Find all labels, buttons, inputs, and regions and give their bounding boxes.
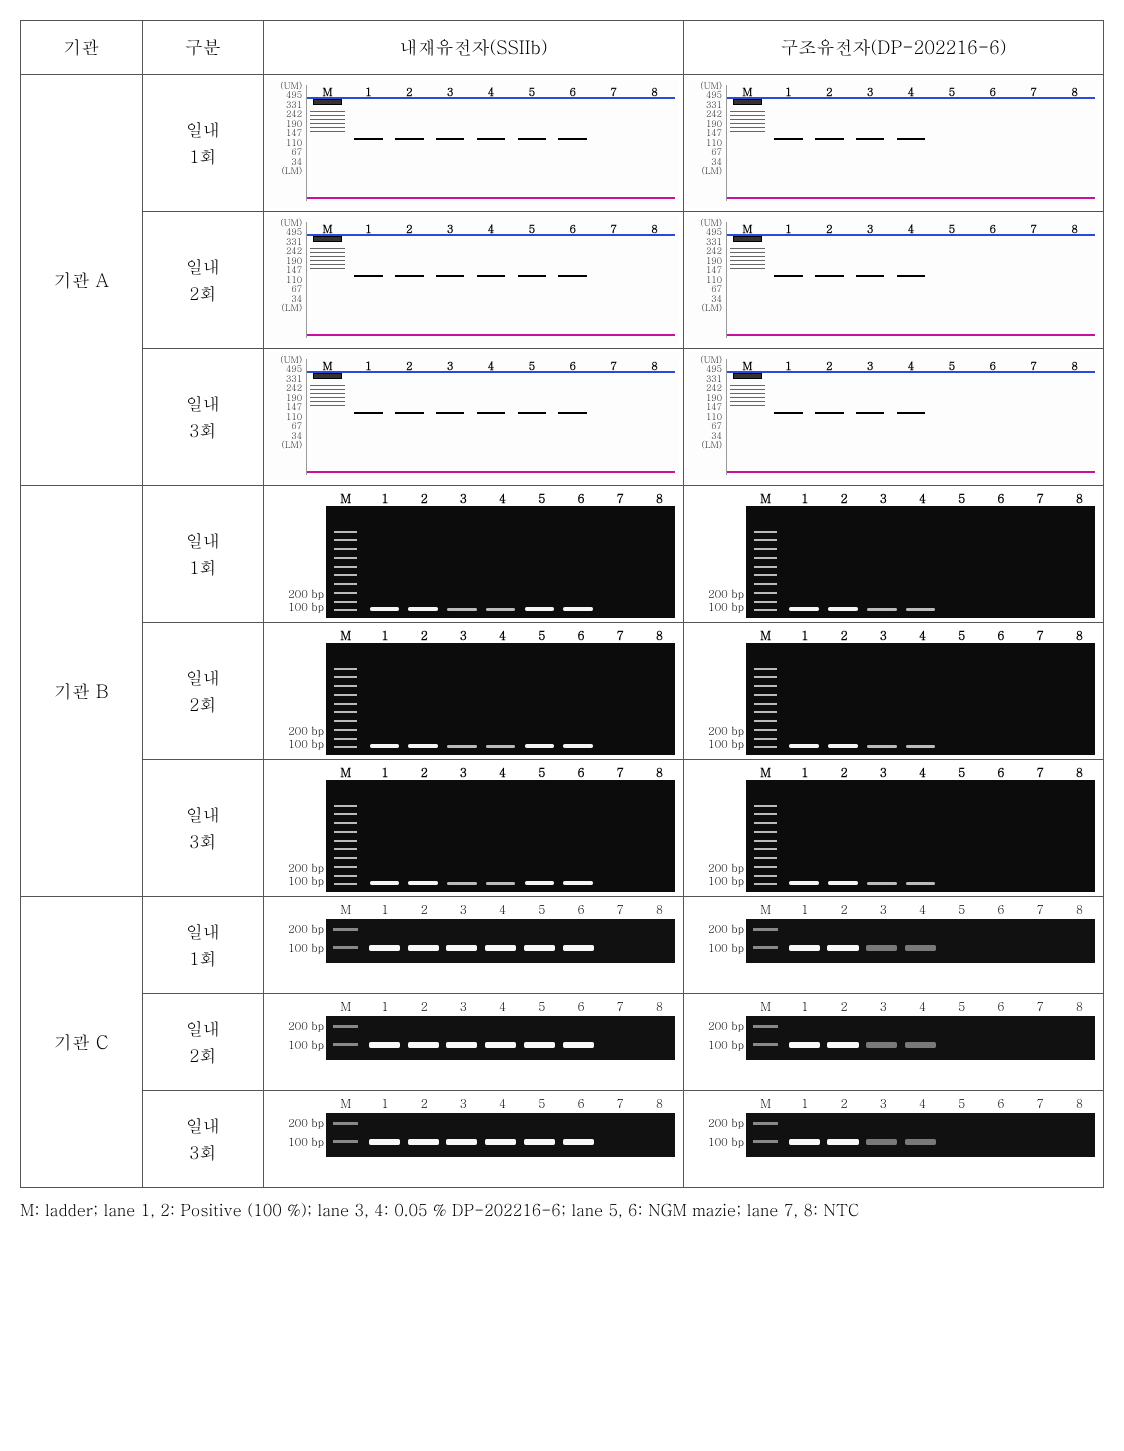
agarose-gel-panel-compact: M12345678200 bp100 bp [688,998,1099,1086]
replicate-label-line2: 1회 [147,945,260,972]
agarose-gel-panel: M12345678200 bp100 bp [688,627,1099,755]
replicate-label-line2: 2회 [147,691,260,718]
hdr-sub: 구분 [142,21,264,75]
agarose-gel-panel: M12345678200 bp100 bp [268,627,679,755]
replicate-label-line1: 일내 [147,1015,260,1042]
replicate-label-line1: 일내 [147,918,260,945]
replicate-label-line1: 일내 [147,116,260,143]
replicate-label-line1: 일내 [147,664,260,691]
replicate-label-line2: 2회 [147,1042,260,1069]
hdr-endogenous: 내재유전자(SSIIb) [264,21,684,75]
electropherogram-panel: (UM)4953312421901471106734(LM)M12345678 [268,353,679,481]
agarose-gel-panel-compact: M12345678200 bp100 bp [688,1095,1099,1183]
agarose-gel-panel-compact: M12345678200 bp100 bp [268,998,679,1086]
hdr-org: 기관 [21,21,143,75]
hdr-construct: 구조유전자(DP-202216-6) [684,21,1104,75]
org-cell: 기관 C [21,897,143,1188]
replicate-label-line1: 일내 [147,253,260,280]
electropherogram-panel: (UM)4953312421901471106734(LM)M12345678 [268,79,679,207]
agarose-gel-panel-compact: M12345678200 bp100 bp [268,1095,679,1183]
org-cell: 기관 A [21,75,143,486]
gel-results-table: 기관 구분 내재유전자(SSIIb) 구조유전자(DP-202216-6) 기관… [20,20,1104,1188]
replicate-label-line2: 1회 [147,143,260,170]
replicate-label-line1: 일내 [147,390,260,417]
replicate-label-line2: 3회 [147,1139,260,1166]
electropherogram-panel: (UM)4953312421901471106734(LM)M12345678 [688,216,1099,344]
electropherogram-panel: (UM)4953312421901471106734(LM)M12345678 [688,353,1099,481]
agarose-gel-panel-compact: M12345678200 bp100 bp [268,901,679,989]
electropherogram-panel: (UM)4953312421901471106734(LM)M12345678 [268,216,679,344]
agarose-gel-panel-compact: M12345678200 bp100 bp [688,901,1099,989]
replicate-label-line2: 3회 [147,417,260,444]
replicate-label-line1: 일내 [147,527,260,554]
agarose-gel-panel: M12345678200 bp100 bp [268,764,679,892]
replicate-label-line1: 일내 [147,1112,260,1139]
replicate-label-line2: 1회 [147,554,260,581]
agarose-gel-panel: M12345678200 bp100 bp [688,490,1099,618]
electropherogram-panel: (UM)4953312421901471106734(LM)M12345678 [688,79,1099,207]
org-cell: 기관 B [21,486,143,897]
figure-caption: M: ladder; lane 1, 2: Positive (100 %); … [20,1196,1104,1223]
agarose-gel-panel: M12345678200 bp100 bp [268,490,679,618]
replicate-label-line1: 일내 [147,801,260,828]
replicate-label-line2: 2회 [147,280,260,307]
replicate-label-line2: 3회 [147,828,260,855]
agarose-gel-panel: M12345678200 bp100 bp [688,764,1099,892]
